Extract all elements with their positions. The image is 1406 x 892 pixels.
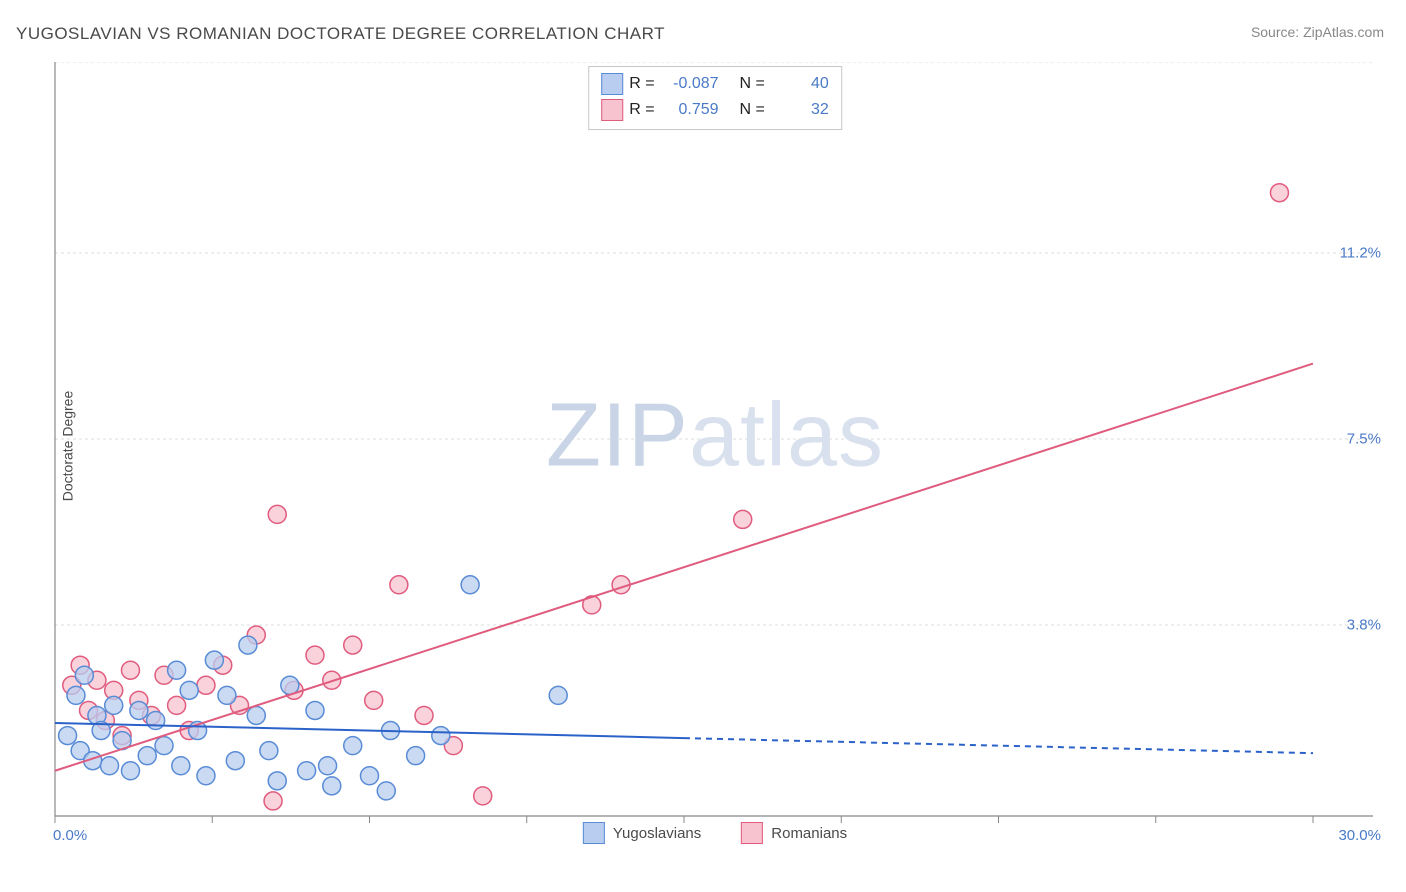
N-value-yugoslavians: 40	[771, 71, 829, 97]
swatch-yugoslavians	[601, 73, 623, 95]
legend-label-romanians: Romanians	[771, 825, 847, 842]
swatch-romanians	[741, 822, 763, 844]
R-value-romanians: 0.759	[661, 97, 719, 123]
swatch-romanians	[601, 99, 623, 121]
series-legend: Yugoslavians Romanians	[583, 822, 847, 844]
legend-label-yugoslavians: Yugoslavians	[613, 825, 701, 842]
N-value-romanians: 32	[771, 97, 829, 123]
N-label: N =	[739, 71, 764, 97]
R-value-yugoslavians: -0.087	[661, 71, 719, 97]
stats-row-romanians: R = 0.759 N = 32	[601, 97, 829, 123]
legend-item-yugoslavians: Yugoslavians	[583, 822, 701, 844]
x-tick-label: 30.0%	[1338, 827, 1381, 844]
source-attribution: Source: ZipAtlas.com	[1251, 24, 1384, 40]
source-prefix: Source:	[1251, 24, 1303, 40]
legend-item-romanians: Romanians	[741, 822, 847, 844]
swatch-yugoslavians	[583, 822, 605, 844]
source-link[interactable]: ZipAtlas.com	[1303, 24, 1384, 40]
N-label: N =	[739, 97, 764, 123]
stats-legend: R = -0.087 N = 40 R = 0.759 N = 32	[588, 66, 842, 130]
y-tick-label: 7.5%	[1347, 431, 1381, 448]
R-label: R =	[629, 71, 654, 97]
chart-title: YUGOSLAVIAN VS ROMANIAN DOCTORATE DEGREE…	[16, 24, 665, 44]
y-tick-label: 11.2%	[1340, 245, 1381, 262]
x-tick-label: 0.0%	[53, 827, 87, 844]
chart-area: ZIPatlas R = -0.087 N = 40 R = 0.759 N =…	[45, 62, 1385, 842]
y-tick-label: 3.8%	[1347, 616, 1381, 633]
R-label: R =	[629, 97, 654, 123]
scatter-plot	[45, 62, 1385, 842]
stats-row-yugoslavians: R = -0.087 N = 40	[601, 71, 829, 97]
